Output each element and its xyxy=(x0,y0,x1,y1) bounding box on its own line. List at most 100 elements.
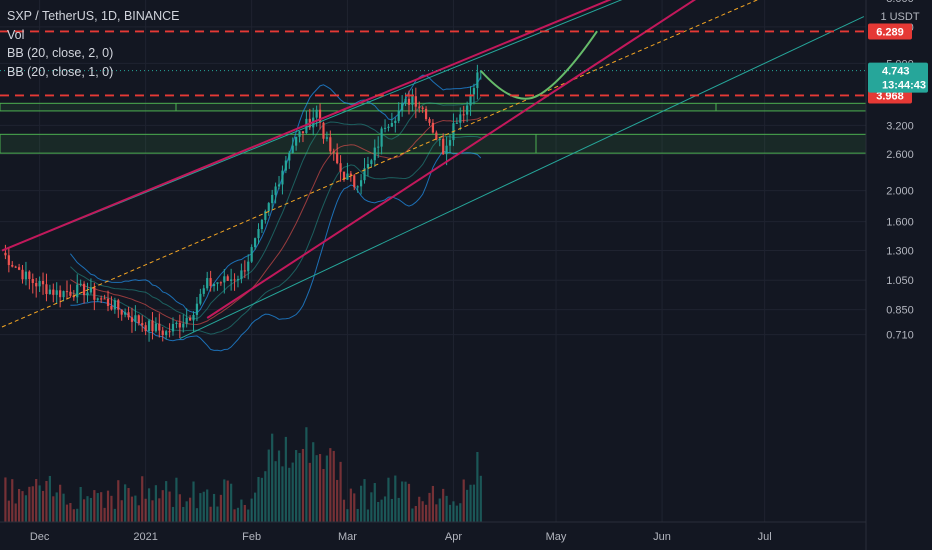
candle xyxy=(55,290,58,295)
candle xyxy=(332,151,335,153)
volume-bar xyxy=(305,427,308,522)
volume-bar xyxy=(209,506,212,522)
volume-bar xyxy=(199,493,202,522)
candle xyxy=(4,252,7,256)
level-badge xyxy=(868,23,912,40)
candle xyxy=(353,175,356,188)
time-axis[interactable]: Dec 2021 Feb Mar Apr May Jun Jul xyxy=(30,531,772,543)
price-tick: 1.050 xyxy=(886,275,914,287)
volume-bar xyxy=(472,484,476,522)
current-price-badge xyxy=(868,62,928,93)
volume-bar xyxy=(469,484,472,522)
candle xyxy=(124,312,127,315)
indicator-bb-1[interactable]: BB (20, close, 1, 0) xyxy=(7,64,114,79)
candle xyxy=(404,98,407,103)
candle xyxy=(291,145,294,153)
indicator-bb-2[interactable]: BB (20, close, 2, 0) xyxy=(7,46,114,60)
volume-bar xyxy=(236,507,240,522)
candle xyxy=(342,171,346,180)
volume-bar xyxy=(438,498,441,522)
candle xyxy=(168,331,171,333)
volume-bar xyxy=(250,498,253,522)
volume-bar xyxy=(332,450,335,522)
candle xyxy=(325,137,328,139)
volume-bar xyxy=(370,492,373,522)
volume-bar xyxy=(35,478,38,522)
volume-bar xyxy=(421,501,424,522)
candle xyxy=(472,88,476,95)
candle xyxy=(79,283,82,285)
candle xyxy=(329,137,332,152)
volume-bar xyxy=(41,490,45,522)
indicator-volume[interactable]: Vol xyxy=(7,27,25,42)
candle xyxy=(407,98,411,105)
symbol-title[interactable]: SXP / TetherUS, 1D, BINANCE xyxy=(7,9,180,23)
candle xyxy=(93,287,96,300)
volume-bar xyxy=(336,479,339,522)
candle xyxy=(21,269,24,280)
candle xyxy=(387,126,390,128)
projection-curve xyxy=(480,30,598,100)
volume-bar xyxy=(339,461,342,522)
volume-bar xyxy=(377,501,380,522)
candle xyxy=(82,283,86,296)
volume-bar xyxy=(161,490,164,522)
candle xyxy=(182,323,185,328)
candle xyxy=(223,276,226,283)
candle xyxy=(315,109,318,118)
candle xyxy=(346,173,349,180)
volume-bar xyxy=(387,477,390,522)
volume-bar xyxy=(100,492,103,522)
candle xyxy=(380,128,383,147)
candle xyxy=(298,131,301,137)
volume-bar xyxy=(72,509,75,522)
volume-bar xyxy=(418,496,421,522)
candle xyxy=(45,284,48,295)
candle xyxy=(424,108,428,120)
candle xyxy=(356,186,359,188)
candle xyxy=(431,122,435,133)
wedge-upper xyxy=(1,0,612,252)
candle xyxy=(233,279,236,281)
volume-bar xyxy=(390,498,393,522)
volume-bar xyxy=(45,480,48,522)
candle xyxy=(113,300,116,310)
candle xyxy=(76,284,79,298)
volume-bar xyxy=(414,505,417,522)
level-badge-text: 3.968 xyxy=(876,90,904,102)
volume-bar xyxy=(291,462,294,522)
candle xyxy=(185,317,188,324)
volume-bar xyxy=(383,496,387,522)
volume-bar xyxy=(267,449,270,522)
volume-bar xyxy=(476,452,479,522)
volume-bar xyxy=(301,448,305,522)
volume-bar xyxy=(18,488,21,522)
wedge-lower xyxy=(206,0,697,319)
channel-lower xyxy=(179,16,865,340)
volume-bar xyxy=(182,506,185,522)
volume-bar xyxy=(89,497,93,522)
volume-bar xyxy=(360,485,363,522)
candle xyxy=(89,287,93,293)
volume-bar xyxy=(106,490,110,522)
volume-bar xyxy=(318,454,322,522)
volume-bar xyxy=(479,475,482,522)
price-tick: 2.600 xyxy=(886,149,914,161)
candle xyxy=(442,138,445,155)
time-tick: Feb xyxy=(242,531,261,543)
volume-bar xyxy=(189,497,192,522)
price-tick: 3.200 xyxy=(886,120,914,132)
horizontal-levels xyxy=(0,30,866,97)
candle xyxy=(11,265,14,267)
volume-bar xyxy=(342,499,346,522)
volume-bar xyxy=(295,450,298,522)
channel-upper xyxy=(1,0,623,252)
candle xyxy=(195,303,199,315)
candle xyxy=(267,203,270,212)
candle xyxy=(448,140,452,146)
candle xyxy=(360,180,363,187)
price-tick: 0.710 xyxy=(886,330,914,342)
candle xyxy=(428,119,431,123)
time-tick: Apr xyxy=(445,531,462,543)
